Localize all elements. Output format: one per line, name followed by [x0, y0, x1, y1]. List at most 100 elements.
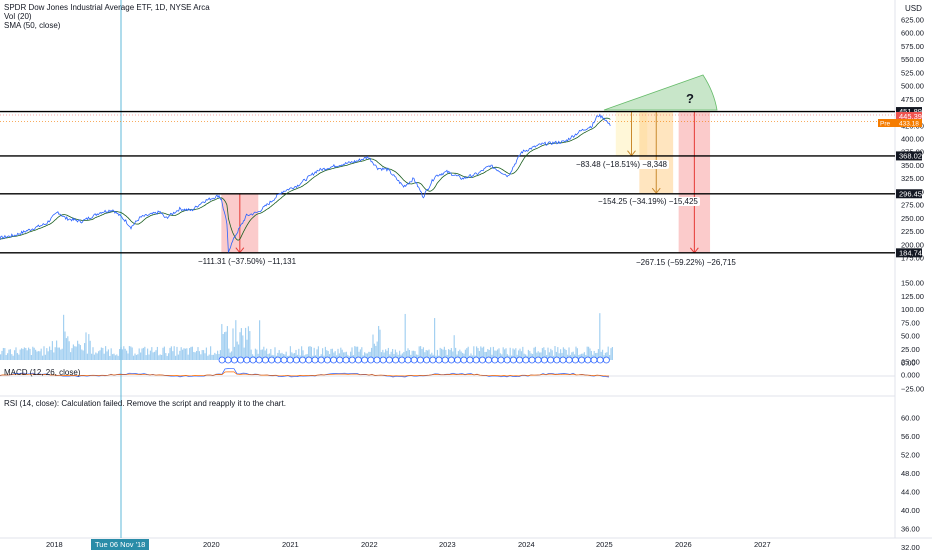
macd-legend[interactable]: MACD (12, 26, close) — [4, 368, 81, 377]
volume-bar — [351, 347, 353, 360]
volume-bar — [448, 349, 450, 360]
volume-bar — [597, 349, 599, 360]
symbol-title[interactable]: SPDR Dow Jones Industrial Average ETF, 1… — [4, 3, 210, 12]
volume-bar — [504, 349, 506, 360]
volume-tick-label: 150.00 — [901, 279, 924, 288]
indicator-circle — [441, 356, 449, 364]
volume-bar — [100, 347, 102, 360]
volume-bar — [28, 347, 30, 360]
volume-bar — [478, 351, 480, 360]
level-tag — [896, 107, 922, 117]
price-tick-label: 525.00 — [901, 68, 924, 77]
indicator-circle — [572, 356, 579, 364]
volume-legend[interactable]: Vol (20) — [4, 12, 32, 21]
volume-bar — [343, 352, 345, 360]
volume-bar — [386, 350, 388, 360]
volume-bar — [607, 346, 609, 360]
volume-bar — [309, 346, 311, 360]
measure-label-level-296[interactable]: −154.25 (−34.19%) −15,425 — [596, 197, 700, 206]
indicator-circle — [460, 356, 468, 364]
volume-bar — [414, 351, 416, 360]
volume-bar — [14, 350, 16, 360]
volume-bar — [348, 355, 350, 360]
volume-bar — [466, 348, 468, 360]
measure-label-2020[interactable]: −111.31 (−37.50%) −11,131 — [196, 257, 299, 266]
volume-bar — [21, 348, 23, 360]
volume-bar — [7, 353, 9, 360]
volume-bar — [154, 351, 156, 360]
price-tick-label: 625.00 — [901, 16, 924, 25]
indicator-circle — [286, 356, 294, 364]
volume-bar — [135, 354, 137, 360]
volume-bar — [44, 354, 46, 360]
volume-bar — [439, 347, 441, 360]
volume-bar — [462, 352, 464, 360]
volume-bar — [239, 332, 241, 360]
volume-bar — [46, 348, 48, 360]
volume-bar — [63, 314, 65, 360]
volume-bar — [396, 352, 398, 360]
volume-bar — [37, 351, 39, 360]
volume-bar — [224, 332, 226, 360]
volume-bar — [553, 355, 555, 360]
volume-bar — [168, 353, 170, 360]
volume-bar — [519, 348, 521, 360]
volume-histogram — [0, 313, 613, 360]
volume-bar — [189, 348, 191, 360]
volume-bar — [602, 349, 604, 360]
volume-bar — [204, 353, 206, 360]
volume-bar — [484, 352, 486, 360]
volume-bar — [40, 348, 42, 360]
indicator-circle — [255, 356, 263, 364]
volume-bar — [441, 348, 443, 360]
volume-bar — [568, 347, 570, 360]
volume-bar — [84, 343, 86, 360]
price-tick-label: 550.00 — [901, 55, 924, 64]
measure-label-level-184[interactable]: −267.15 (−59.22%) −26,715 — [634, 258, 738, 267]
measurement-group — [221, 111, 711, 254]
volume-bar — [145, 355, 147, 360]
rsi-legend[interactable]: RSI (14, close): Calculation failed. Rem… — [4, 399, 286, 408]
volume-bar — [562, 347, 564, 360]
indicator-circle — [243, 356, 251, 364]
volume-bar — [294, 353, 296, 360]
volume-bar — [497, 349, 499, 360]
callout-sector[interactable] — [603, 74, 718, 111]
volume-bar — [280, 353, 282, 360]
volume-bar — [322, 348, 324, 360]
volume-bar — [344, 352, 346, 360]
volume-bar — [193, 351, 195, 360]
measure-label-level-368[interactable]: −83.48 (−18.51%) −8,348 — [574, 160, 669, 169]
volume-bar — [196, 350, 198, 360]
volume-bar — [596, 352, 598, 360]
volume-bar — [589, 348, 591, 360]
volume-bar — [151, 347, 153, 360]
sma-legend[interactable]: SMA (50, close) — [4, 21, 61, 30]
volume-bar — [361, 347, 363, 360]
volume-bar — [165, 353, 167, 360]
volume-bar — [340, 347, 342, 360]
volume-bar — [176, 346, 178, 360]
volume-bar — [217, 350, 219, 360]
volume-bar — [159, 354, 161, 360]
volume-bar — [88, 334, 90, 360]
volume-bar — [298, 348, 300, 360]
volume-bar — [177, 354, 179, 360]
sma-line — [0, 117, 611, 241]
volume-bar — [421, 349, 423, 360]
volume-bar — [317, 346, 319, 360]
indicator-circle — [547, 356, 554, 364]
volume-bar — [245, 327, 247, 360]
price-tick-label: 400.00 — [901, 135, 924, 144]
volume-bar — [313, 347, 315, 360]
volume-bar — [110, 348, 112, 360]
rsi-tick-label: 40.00 — [901, 506, 920, 515]
volume-bar — [435, 355, 437, 360]
currency-label: USD — [905, 4, 922, 13]
volume-bar — [18, 354, 20, 360]
indicator-circle — [404, 356, 412, 364]
macd-tick-label: −25.00 — [901, 385, 924, 394]
volume-bar — [229, 352, 231, 360]
volume-bar — [53, 352, 55, 360]
